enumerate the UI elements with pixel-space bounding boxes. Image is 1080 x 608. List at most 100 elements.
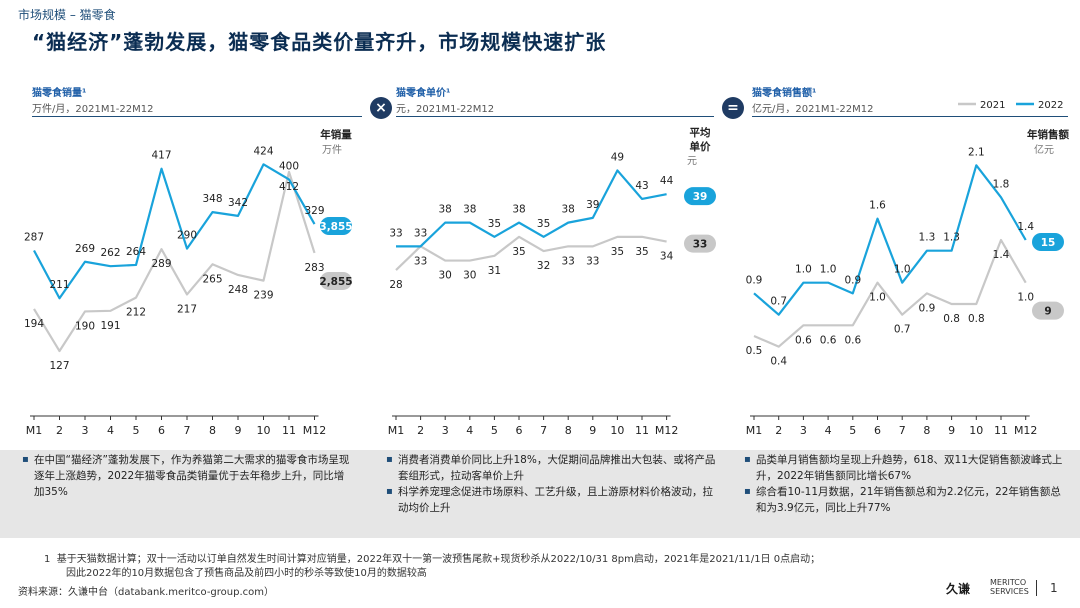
x-tick-label: 11 <box>282 424 296 437</box>
data-label-2022: 1.0 <box>795 264 812 276</box>
x-tick-label: 10 <box>257 424 271 437</box>
x-tick-label: 3 <box>442 424 449 437</box>
multiply-icon: × <box>370 97 392 119</box>
x-tick-label: 6 <box>874 424 881 437</box>
data-label-2021: 30 <box>439 270 452 282</box>
x-tick-label: 4 <box>107 424 114 437</box>
data-label-2022: 38 <box>512 204 525 216</box>
x-tick-label: 11 <box>994 424 1008 437</box>
data-label-2021: 265 <box>202 273 222 285</box>
x-tick-label: 8 <box>923 424 930 437</box>
summary-col3-item: 综合看10-11月数据，21年销售额总和为2.2亿元，22年销售额总和为3.9亿… <box>744 484 1064 516</box>
data-label-2021: 289 <box>151 258 171 270</box>
total-2021-value: 2,855 <box>319 276 352 288</box>
total-unit: 万件 <box>322 144 342 156</box>
data-label-2022: 329 <box>304 205 324 217</box>
data-label-2022: 400 <box>279 160 299 172</box>
data-label-2022: 38 <box>562 204 575 216</box>
data-label-2022: 1.0 <box>894 264 911 276</box>
series-2021-line <box>753 238 1027 348</box>
data-label-2021: 212 <box>126 307 146 319</box>
total-2021-pill <box>320 271 352 290</box>
total-2022-value: 3,855 <box>319 221 352 233</box>
x-tick-label: 8 <box>209 424 216 437</box>
data-label-2021: 28 <box>389 279 402 291</box>
total-2021-value: 33 <box>693 239 708 251</box>
footnote-text-1: 基于天猫数据计算；双十一活动以订单自然发生时间计算对应销量，2022年双十一第一… <box>56 554 821 565</box>
data-label-2022: 287 <box>24 231 44 243</box>
total-2021-pill <box>684 234 716 253</box>
chart1-rule <box>32 116 362 117</box>
x-tick-label: M12 <box>655 424 679 437</box>
x-tick-label: 7 <box>899 424 906 437</box>
page-title: “猫经济”蓬勃发展，猫零食品类价量齐升，市场规模快速扩张 <box>32 30 607 54</box>
data-label-2021: 127 <box>49 360 69 372</box>
x-tick-label: 10 <box>969 424 983 437</box>
x-tick-label: M12 <box>1014 424 1037 437</box>
x-tick-label: 2 <box>417 424 424 437</box>
x-tick-label: 3 <box>800 424 807 437</box>
x-tick-label: 7 <box>184 424 191 437</box>
total-label: 年销售额 <box>1027 128 1069 141</box>
data-label-2021: 191 <box>100 320 120 332</box>
data-label-2021: 283 <box>304 262 324 274</box>
data-label-2022: 43 <box>635 180 648 192</box>
data-label-2022: 0.7 <box>770 296 787 308</box>
chart3-title: 猫零食销售额¹ <box>752 88 817 99</box>
data-label-2021: 0.4 <box>770 356 787 368</box>
total-2021-value: 9 <box>1044 306 1051 318</box>
series-2022-line <box>396 169 667 248</box>
data-label-2022: 1.3 <box>919 232 936 244</box>
summary-col3-item: 品类单月销售额均呈现上升趋势，618、双11大促销售额波峰式上升，2022年销售… <box>744 452 1064 484</box>
chart2-subtitle: 元，2021M1-22M12 <box>396 104 495 115</box>
total-2022-value: 39 <box>693 191 708 203</box>
data-label-2022: 2.1 <box>968 146 985 158</box>
data-label-2022: 262 <box>100 247 120 259</box>
series-2022-line <box>753 164 1027 316</box>
chart3-rule <box>752 116 1068 117</box>
data-label-2021: 30 <box>463 270 476 282</box>
equals-icon: = <box>722 97 744 119</box>
data-label-2022: 39 <box>586 199 599 211</box>
summary-col2-item: 科学养宠理念促进市场原料、工艺升级，且上游原材料价格波动，拉动均价上升 <box>386 484 716 516</box>
total-label: 平均 <box>690 126 711 139</box>
data-label-2021: 35 <box>635 246 648 258</box>
data-label-2022: 342 <box>228 197 248 209</box>
data-label-2021: 0.6 <box>820 334 837 346</box>
data-label-2022: 264 <box>126 246 146 258</box>
data-label-2022: 35 <box>537 218 550 230</box>
data-label-2022: 1.4 <box>1017 221 1034 233</box>
footnote-line-1: 1 基于天猫数据计算；双十一活动以订单自然发生时间计算对应销量，2022年双十一… <box>44 553 944 567</box>
data-label-2021: 0.9 <box>919 302 936 314</box>
data-label-2021: 31 <box>488 265 501 277</box>
data-label-2021: 1.0 <box>869 292 886 304</box>
total-unit: 亿元 <box>1034 143 1054 156</box>
data-label-2022: 33 <box>389 227 402 239</box>
series-2021-line <box>395 235 667 271</box>
data-label-2021: 239 <box>253 290 273 302</box>
footnote-number: 1 <box>44 554 51 565</box>
summary-col2-item: 消费者消费单价同比上升18%，大促期间品牌推出大包装、或将产品套组形式，拉动客单… <box>386 452 716 484</box>
summary-col1: 在中国“猫经济”蓬勃发展下，作为养猫第二大需求的猫零食市场呈现逐年上涨趋势，20… <box>22 452 352 500</box>
data-label-2021: 33 <box>586 255 599 267</box>
x-tick-label: 3 <box>82 424 89 437</box>
data-label-2021: 0.6 <box>844 334 861 346</box>
footnote-line-2: 因此2022年的10月数据包含了预售商品及前四小时的秒杀等致使10月的数据较高 <box>66 568 427 579</box>
x-tick-label: 4 <box>825 424 832 437</box>
data-label-2021: 34 <box>660 251 674 263</box>
data-label-2021: 0.8 <box>968 313 985 325</box>
chart2-title: 猫零食单价¹ <box>396 88 451 99</box>
legend-2022-label: 2022 <box>1038 100 1063 111</box>
total-2021-pill <box>1032 301 1064 320</box>
data-label-2022: 49 <box>611 151 624 163</box>
logo-en-line-2: SERVICES <box>990 587 1029 596</box>
logo-divider <box>1036 580 1037 596</box>
data-label-2022: 1.6 <box>869 200 886 212</box>
data-label-2021: 194 <box>24 318 44 330</box>
x-tick-label: M1 <box>388 424 405 437</box>
data-label-2022: 33 <box>414 227 427 239</box>
summary-col2: 消费者消费单价同比上升18%，大促期间品牌推出大包装、或将产品套组形式，拉动客单… <box>386 452 716 516</box>
data-label-2021: 248 <box>228 284 248 296</box>
